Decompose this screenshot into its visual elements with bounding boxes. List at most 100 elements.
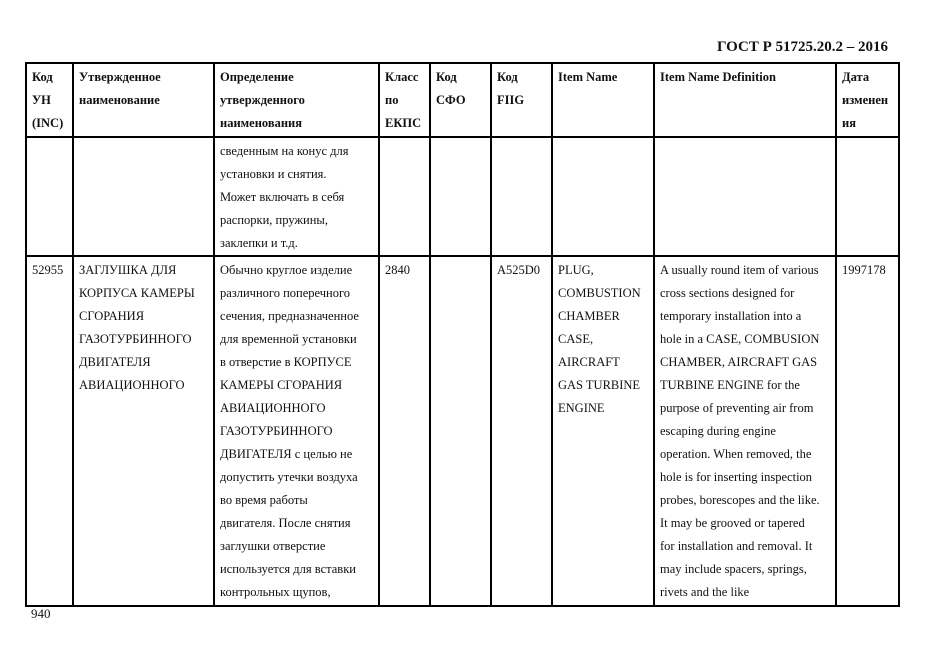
cell-line: A usually round item of various bbox=[660, 263, 819, 277]
cell-line: for installation and removal. It bbox=[660, 539, 813, 553]
cell-line: сведенным на конус для bbox=[220, 144, 349, 158]
cell-line: ия bbox=[842, 116, 856, 130]
cell-line: 2840 bbox=[385, 263, 410, 277]
cell-line: A525D0 bbox=[497, 263, 541, 277]
cell-line: заклепки и т.д. bbox=[220, 236, 298, 250]
table-cell bbox=[490, 136, 553, 257]
cell-line: во время работы bbox=[220, 493, 308, 507]
column-header: Item Name bbox=[551, 62, 655, 138]
cell-line: КОРПУСА КАМЕРЫ bbox=[79, 286, 195, 300]
cell-line: допустить утечки воздуха bbox=[220, 470, 358, 484]
cell-line: АВИАЦИОННОГО bbox=[220, 401, 326, 415]
header-row: Код УН (INC) Утвержденное наименование Опреде… bbox=[25, 62, 900, 138]
cell-line: ЗАГЛУШКА ДЛЯ bbox=[79, 263, 177, 277]
cell-line: установки и снятия. bbox=[220, 167, 327, 181]
column-header: Класс по ЕКПС bbox=[378, 62, 431, 138]
table-cell bbox=[835, 136, 900, 257]
cell-line: cross sections designed for bbox=[660, 286, 795, 300]
cell-line: АВИАЦИОННОГО bbox=[79, 378, 185, 392]
cell-line: СГОРАНИЯ bbox=[79, 309, 145, 323]
cell-line: СФО bbox=[436, 93, 466, 107]
table-cell bbox=[378, 136, 431, 257]
cell-line: CHAMBER bbox=[558, 309, 620, 323]
cell-line: AIRCRAFT bbox=[558, 355, 620, 369]
table-cell bbox=[429, 255, 492, 607]
table-cell: 1997178 bbox=[835, 255, 900, 607]
cell-line: 52955 bbox=[32, 263, 64, 277]
cell-line: наименования bbox=[220, 116, 303, 130]
cell-line: по bbox=[385, 93, 399, 107]
table-cell: PLUG, COMBUSTION CHAMBER CASE, AIRCRAFT GAS T… bbox=[551, 255, 655, 607]
cell-line: Определение bbox=[220, 70, 294, 84]
cell-line: изменен bbox=[842, 93, 889, 107]
cell-line: PLUG, bbox=[558, 263, 594, 277]
table-cell bbox=[551, 136, 655, 257]
cell-line: operation. When removed, the bbox=[660, 447, 812, 461]
cell-line: hole is for inserting inspection bbox=[660, 470, 813, 484]
cell-line: ENGINE bbox=[558, 401, 605, 415]
column-header: Утвержденное наименование bbox=[72, 62, 215, 138]
table-cell: 52955 bbox=[25, 255, 74, 607]
cell-line: CHAMBER, AIRCRAFT GAS bbox=[660, 355, 818, 369]
cell-line: ГАЗОТУРБИННОГО bbox=[79, 332, 192, 346]
table-row: сведенным на конус для установки и снятия… bbox=[25, 136, 900, 257]
table-cell: Обычно круглое изделие различного попереч… bbox=[213, 255, 380, 607]
standard-number: ГОСТ Р 51725.20.2 – 2016 bbox=[716, 39, 888, 55]
cell-line: в отверстие в КОРПУСЕ bbox=[220, 355, 352, 369]
table-cell bbox=[25, 136, 74, 257]
cell-line: Дата bbox=[842, 70, 870, 84]
cell-line: FIIG bbox=[497, 93, 525, 107]
cell-line: распорки, пружины, bbox=[220, 213, 328, 227]
cell-line: ЕКПС bbox=[385, 116, 422, 130]
cell-line: Item Name Definition bbox=[660, 70, 776, 84]
cell-line: утвержденного bbox=[220, 93, 305, 107]
cell-line: УН bbox=[32, 93, 51, 107]
cell-line: TURBINE ENGINE for the bbox=[660, 378, 800, 392]
cell-line: temporary installation into a bbox=[660, 309, 802, 323]
cell-line: Код bbox=[32, 70, 53, 84]
cell-line: используется для вставки bbox=[220, 562, 356, 576]
cell-line: probes, borescopes and the like. bbox=[660, 493, 820, 507]
cell-line: GAS TURBINE bbox=[558, 378, 641, 392]
cell-line: Утвержденное bbox=[79, 70, 161, 84]
table-row: 52955 ЗАГЛУШКА ДЛЯ КОРПУСА КАМЕРЫ СГОРАНИЯ Г… bbox=[25, 255, 900, 607]
column-header: Код СФО bbox=[429, 62, 492, 138]
cell-line: rivets and the like bbox=[660, 585, 750, 599]
table-cell: 2840 bbox=[378, 255, 431, 607]
cell-line: (INC) bbox=[32, 116, 64, 130]
page-number: 940 bbox=[31, 606, 51, 621]
cell-line: purpose of preventing air from bbox=[660, 401, 814, 415]
cell-line: Item Name bbox=[558, 70, 618, 84]
table-cell: A usually round item of various cross sec… bbox=[653, 255, 837, 607]
classification-table: Код УН (INC) Утвержденное наименование Опреде… bbox=[25, 62, 900, 607]
column-header: Дата изменен ия bbox=[835, 62, 900, 138]
table-cell bbox=[653, 136, 837, 257]
cell-line: CASE, bbox=[558, 332, 594, 346]
cell-line: Код bbox=[436, 70, 457, 84]
cell-line: наименование bbox=[79, 93, 160, 107]
column-header: Item Name Definition bbox=[653, 62, 837, 138]
cell-line: ДВИГАТЕЛЯ bbox=[79, 355, 151, 369]
cell-line: It may be grooved or tapered bbox=[660, 516, 805, 530]
column-header: Код FIIG bbox=[490, 62, 553, 138]
cell-line: ДВИГАТЕЛЯ с целью не bbox=[220, 447, 353, 461]
cell-line: заглушки отверстие bbox=[220, 539, 326, 553]
column-header: Определение утвержденного наименования bbox=[213, 62, 380, 138]
cell-line: escaping during engine bbox=[660, 424, 776, 438]
cell-line: Обычно круглое изделие bbox=[220, 263, 353, 277]
table-cell: A525D0 bbox=[490, 255, 553, 607]
table-cell: ЗАГЛУШКА ДЛЯ КОРПУСА КАМЕРЫ СГОРАНИЯ ГАЗОТУ… bbox=[72, 255, 215, 607]
cell-line: may include spacers, springs, bbox=[660, 562, 807, 576]
cell-line: 1997178 bbox=[842, 263, 886, 277]
cell-line: Код bbox=[497, 70, 518, 84]
cell-line: КАМЕРЫ СГОРАНИЯ bbox=[220, 378, 343, 392]
cell-line: ГАЗОТУРБИННОГО bbox=[220, 424, 333, 438]
cell-line: сечения, предназначенное bbox=[220, 309, 359, 323]
table-cell bbox=[72, 136, 215, 257]
cell-line: двигателя. После снятия bbox=[220, 516, 351, 530]
cell-line: COMBUSTION bbox=[558, 286, 641, 300]
table-cell: сведенным на конус для установки и снятия… bbox=[213, 136, 380, 257]
cell-line: различного поперечного bbox=[220, 286, 351, 300]
cell-line: контрольных щупов, bbox=[220, 585, 331, 599]
